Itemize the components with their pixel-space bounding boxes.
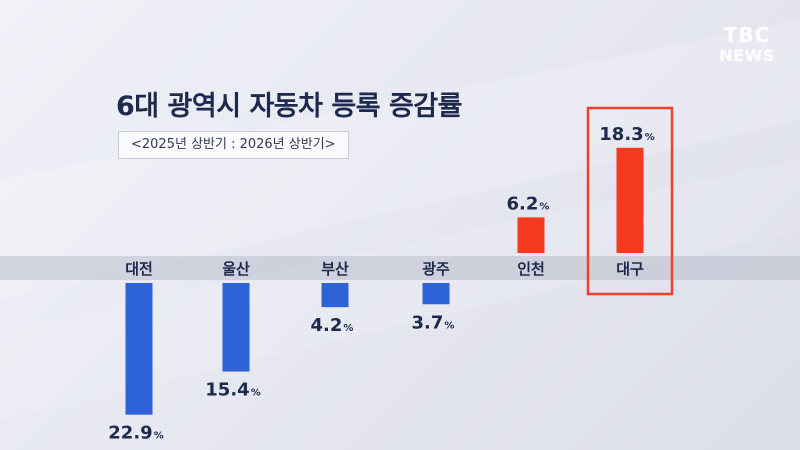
bar-1 bbox=[222, 283, 250, 372]
value-label-2: 4.2% bbox=[311, 315, 354, 336]
logo-tbc: TBC bbox=[723, 23, 771, 47]
category-label-4: 인천 bbox=[517, 260, 545, 278]
category-label-0: 대전 bbox=[125, 260, 153, 278]
bar-2 bbox=[321, 283, 349, 308]
highlight-box bbox=[586, 106, 674, 296]
bar-3 bbox=[422, 283, 450, 305]
bar-4 bbox=[517, 217, 545, 253]
value-label-4: 6.2% bbox=[507, 193, 550, 214]
category-label-2: 부산 bbox=[321, 260, 349, 278]
category-label-3: 광주 bbox=[422, 260, 450, 278]
value-label-1: 15.4% bbox=[205, 380, 260, 401]
category-label-1: 울산 bbox=[222, 260, 250, 278]
value-label-5: 18.3% bbox=[599, 124, 654, 145]
bar-0 bbox=[125, 283, 153, 415]
value-label-0: 22.9% bbox=[108, 423, 163, 444]
tbc-news-logo: TBC NEWS bbox=[716, 24, 778, 66]
logo-news: NEWS bbox=[719, 46, 775, 65]
bar-5 bbox=[616, 147, 644, 253]
chart-subtitle: <2025년 상반기 : 2026년 상반기> bbox=[118, 131, 349, 159]
chart-title: 6대 광역시 자동차 등록 증감률 bbox=[116, 91, 462, 122]
category-band bbox=[0, 256, 800, 280]
value-label-3: 3.7% bbox=[412, 312, 455, 333]
category-label-5: 대구 bbox=[616, 260, 644, 278]
